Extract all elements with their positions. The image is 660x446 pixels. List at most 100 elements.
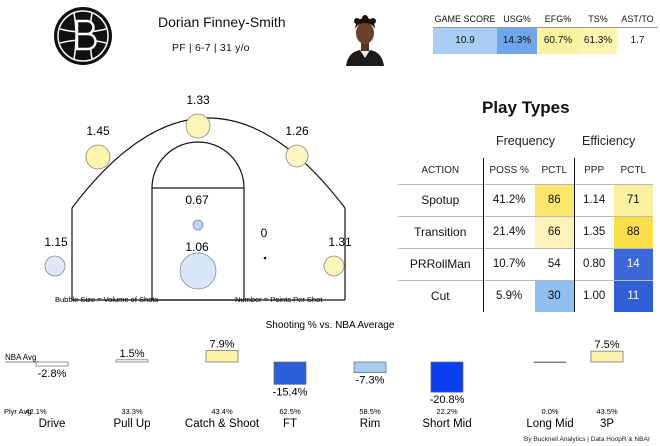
col-pctl: PCTL [541,165,568,177]
stat-efg: 60.7% [537,28,579,54]
play-type-poss: 41.2% [482,183,535,216]
play-type-eff-pctl: 88 [613,215,653,248]
zone-bubble-top-key [185,113,211,139]
bar-value-label: -15.4% [273,386,308,398]
bar--p [590,350,624,363]
stat-usg: 14.3% [497,28,537,54]
play-type-eff-pctl: 11 [613,279,653,312]
player-headshot [342,12,388,66]
play-type-action: Cut [398,279,483,312]
zone-bubble-left-corner [44,255,66,277]
bar-catch-shoot [205,350,239,363]
zone-ppp-rim: 1.06 [185,240,209,254]
col-poss: POSS % [482,158,535,184]
play-type-poss: 10.7% [482,247,535,280]
play-types-title: Play Types [482,98,570,117]
stat-game-score: 10.9 [433,28,497,54]
play-types-header-row: ACTION POSS % PCTL PPP PCTL [398,158,653,184]
player-avg-value: 42.1% [25,407,47,416]
zone-bubble-rim [179,252,217,290]
zone-ppp-right-short: 0 [261,226,268,240]
bar-pull-up [115,359,149,363]
category-label: Short Mid [422,418,471,430]
zone-bubble-right-short [263,256,267,260]
category-label: Pull Up [113,418,150,430]
stat-header: TS% [588,13,608,24]
credit-text: By Bucknell Analytics | Data HoopR & NBA… [524,436,650,443]
legend-bubble-size: Bubble Size = Volume of Shots [55,295,158,304]
player-avg-value: 62.5% [279,407,301,416]
player-avg-value: 22.2% [436,407,458,416]
stat-header: AST/TO [621,13,654,24]
play-type-action: Transition [398,215,483,248]
bar-value-label: 7.5% [594,339,619,351]
player-name: Dorian Finney-Smith [158,14,286,30]
efficiency-group-label: Efficiency [582,134,636,148]
play-type-poss: 5.9% [482,279,535,312]
zone-ppp-left-corner: 1.15 [44,235,68,249]
play-type-ppp: 0.80 [573,247,614,280]
play-type-row: Cut 5.9% 30 1.00 11 [398,279,653,312]
category-label: Rim [360,418,380,430]
chart-title: Shooting % vs. NBA Average [266,320,395,331]
play-type-row: PRRollMan 10.7% 54 0.80 14 [398,247,653,280]
player-avg-value: 33.3% [121,407,143,416]
play-type-row: Spotup 41.2% 86 1.14 71 [398,183,653,216]
stat-header: USG% [503,13,531,24]
category-label: FT [283,418,297,430]
frequency-group-label: Frequency [496,134,556,148]
play-type-row: Transition 21.4% 66 1.35 88 [398,215,653,248]
category-label: 3P [600,418,614,430]
zone-ppp-left-wing: 1.45 [86,124,110,138]
play-type-ppp: 1.35 [573,215,614,248]
play-type-action: Spotup [398,183,483,216]
bar-value-label: 1.5% [119,348,144,360]
zone-bubble-right-wing [285,144,309,168]
bar-value-label: -20.8% [430,394,465,406]
stat-header: GAME SCORE [434,13,496,24]
zone-bubble-left-wing [85,144,111,170]
col-eff-pctl: PCTL [620,165,647,177]
team-logo [54,7,112,65]
play-type-pctl: 54 [534,247,575,280]
play-type-pctl: 66 [534,215,575,248]
zone-ppp-right-corner: 1.31 [328,235,352,249]
player-avg-value: 43.5% [596,407,618,416]
play-type-ppp: 1.14 [573,183,614,216]
play-type-pctl: 86 [534,183,575,216]
zone-ppp-top-key: 1.33 [186,93,210,107]
zone-bubble-mid-range [192,219,204,231]
shooting-chart: Shooting % vs. NBA Average NBA Avg Plyr … [4,320,624,430]
play-type-pctl: 30 [534,279,575,312]
player-avg-value: 43.4% [211,407,233,416]
col-ppp: PPP [573,158,614,184]
player-avg-value: 0.0% [541,407,558,416]
bar-ft [273,361,307,385]
bar-rim [353,361,387,373]
play-type-eff-pctl: 71 [613,183,653,216]
stat-ts: 61.3% [579,28,617,54]
shot-chart-court: 1.15 1.45 1.33 1.26 1.31 0.67 0 1.06 Bubble Siz… [44,93,352,304]
zone-ppp-right-wing: 1.26 [285,124,309,138]
legend-number: Number = Points Per Shot [235,295,323,304]
zone-ppp-mid-range: 0.67 [185,193,209,207]
zone-bubble-right-corner [323,255,345,277]
bar-long-mid [533,361,567,363]
bar-value-label: -7.3% [356,375,385,387]
category-label: Catch & Shoot [185,418,260,430]
stat-header-row: GAME SCORE USG% EFG% TS% AST/TO [433,10,658,28]
stat-value-row: 10.9 14.3% 60.7% 61.3% 1.7 [433,28,658,54]
play-type-action: PRRollMan [398,247,483,280]
player-meta: PF | 6-7 | 31 y/o [172,42,250,54]
baseline-label: NBA Avg [5,353,36,362]
category-label: Long Mid [526,418,573,430]
play-type-ppp: 1.00 [573,279,614,312]
player-avg-value: 58.5% [359,407,381,416]
play-type-poss: 21.4% [482,215,535,248]
bar-drive [35,361,69,367]
play-types-table: ACTION POSS % PCTL PPP PCTL Spotup 41.2% 8… [398,158,653,312]
bar-value-label: 7.9% [209,339,234,351]
player-avg-label: Plyr Avg [4,407,31,416]
bar-value-label: -2.8% [38,368,67,380]
category-label: Drive [39,418,66,430]
